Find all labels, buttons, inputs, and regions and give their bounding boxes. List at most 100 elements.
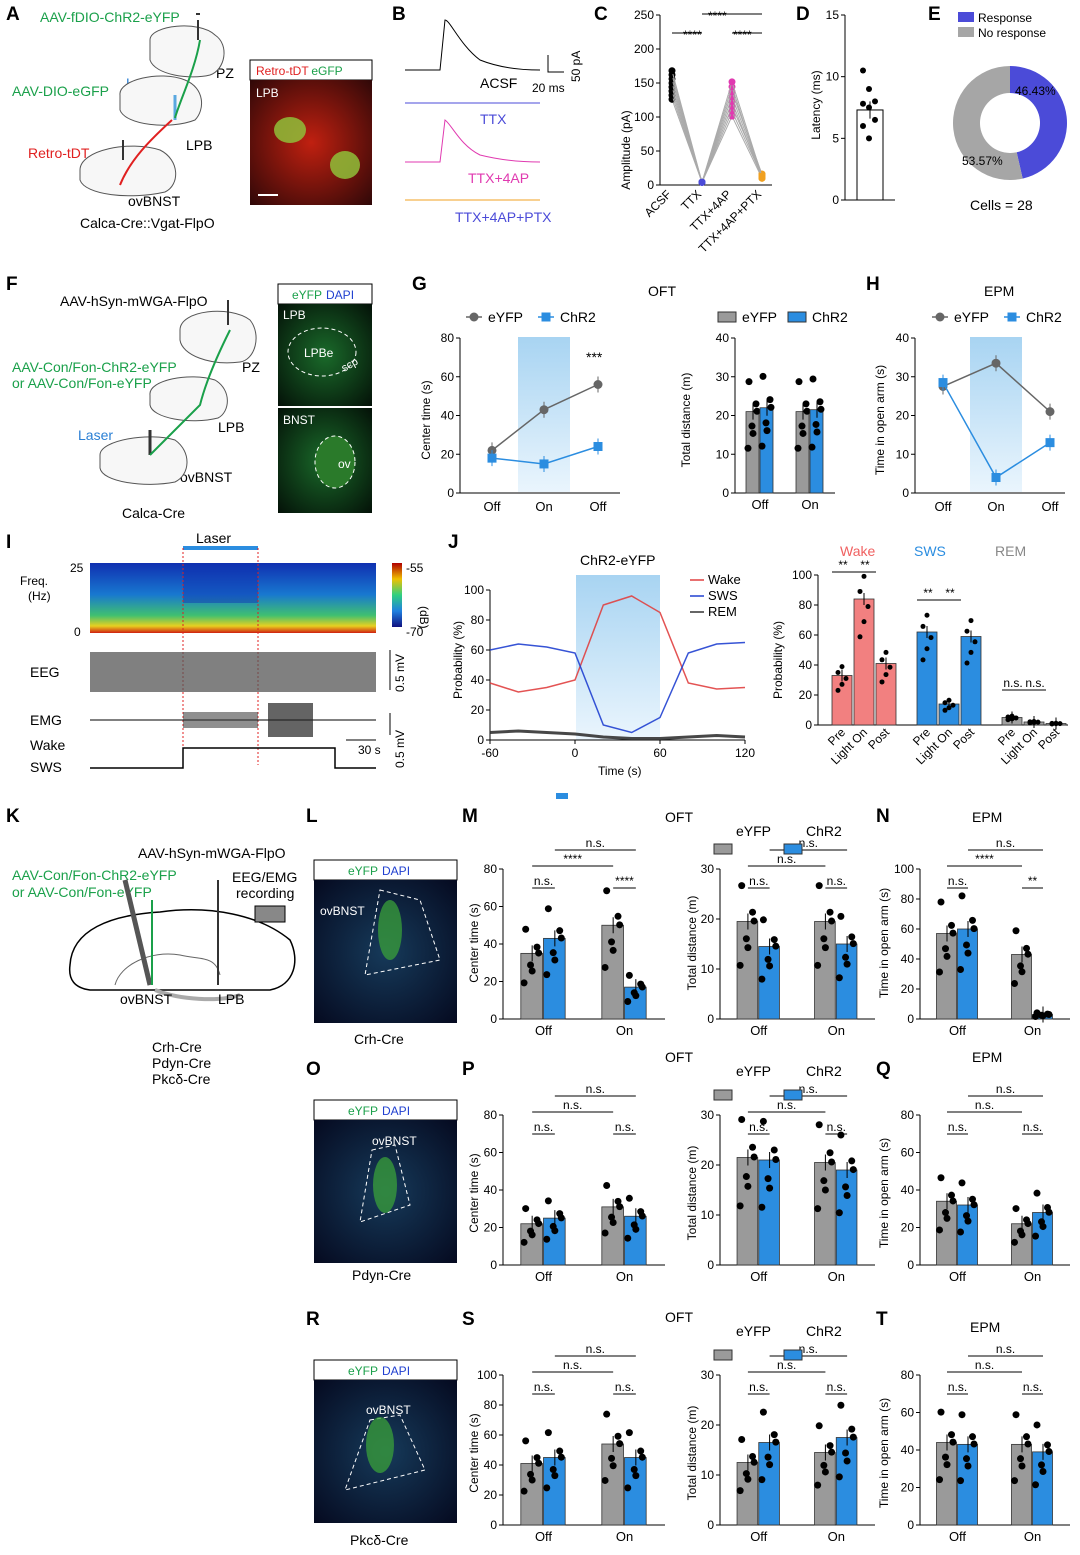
m-dist-x-label: Off <box>750 1023 767 1038</box>
p-epm-point <box>963 1212 970 1220</box>
s-dist-point <box>738 1435 746 1443</box>
d-point <box>872 98 878 105</box>
m-legend-chr2: ChR2 <box>806 823 842 839</box>
j2-point <box>920 623 926 629</box>
m-dist-point <box>828 917 836 925</box>
p-dist-point <box>750 1153 758 1161</box>
r-title: eYFP DAPI <box>348 1364 410 1378</box>
r-signal <box>366 1417 394 1473</box>
g-legend-chr2: ChR2 <box>560 309 596 325</box>
panel-letter-b: B <box>392 4 406 25</box>
p-epm-point <box>964 1217 972 1225</box>
p-dist-y-tick-label: 30 <box>701 1108 715 1122</box>
f-projection <box>149 329 231 456</box>
s-center-point <box>527 1470 535 1478</box>
g-y-tick-label: 60 <box>441 370 455 384</box>
g-y-tick-label: 80 <box>441 331 455 345</box>
g2-legend-swatch-chr2 <box>787 311 807 323</box>
f-ov-outline <box>314 435 356 489</box>
retro-label: Retro-tDT <box>28 145 90 161</box>
c-y-tick-label: 100 <box>634 110 654 124</box>
p-center-point <box>603 1181 611 1189</box>
p-dist-point <box>842 1183 850 1191</box>
j2-point <box>861 619 867 625</box>
s-epm-point <box>1033 1421 1041 1429</box>
p-legend-swatch-chr2 <box>783 1089 803 1101</box>
s-center-point <box>522 1437 530 1445</box>
g-point <box>593 380 603 389</box>
panel-letter-k: K <box>6 806 20 827</box>
h-y-tick-label: 30 <box>896 370 910 384</box>
p-dist-point <box>764 1175 772 1183</box>
p-dist-point <box>749 1143 757 1151</box>
h-y-tick-label: 20 <box>896 409 910 423</box>
p-epm-point <box>937 1174 945 1182</box>
p-dist-sig-label: n.s. <box>749 1120 768 1134</box>
o-mouse: Pdyn-Cre <box>352 1267 411 1283</box>
p-center-y-tick-label: 60 <box>484 1146 498 1160</box>
m-epm-y-tick-label: 60 <box>901 922 915 936</box>
mouse-line-label: Calca-Cre::Vgat-FlpO <box>80 215 215 231</box>
s-epm-point <box>957 1477 964 1485</box>
s-epm-point <box>969 1433 976 1441</box>
s-center-sig-label: n.s. <box>615 1380 634 1394</box>
j2-point <box>839 664 845 670</box>
p-dist-y-tick-label: 10 <box>701 1208 715 1222</box>
s-epm-point <box>958 1411 966 1419</box>
g2-point <box>809 375 817 383</box>
g-y-tick-label: 40 <box>441 409 455 423</box>
p-ylabel-center: Center time (s) <box>467 1153 481 1232</box>
panel-letter-g: G <box>412 274 427 295</box>
p-dist-point <box>835 1209 843 1217</box>
j2-x-label: Post <box>865 725 892 752</box>
panel-letter-p: P <box>462 1059 475 1080</box>
f-micro-title: eYFP DAPI <box>292 288 354 302</box>
m-dist-point <box>835 974 843 982</box>
j2-point <box>835 670 841 676</box>
j2-point <box>964 628 970 634</box>
e-pie-slice <box>1010 66 1068 179</box>
f-laser: Laser <box>78 427 113 443</box>
d-y-tick-label: 10 <box>826 70 840 84</box>
p-dist-x-label: On <box>828 1269 845 1284</box>
s-dist-point <box>815 1422 823 1430</box>
p-center-point <box>601 1229 609 1237</box>
brain-section-pz <box>149 25 225 78</box>
p-center-point <box>609 1218 617 1226</box>
j2-sig-label: ** <box>860 558 870 572</box>
m-dist-point <box>837 912 845 920</box>
m-dist-point <box>744 944 752 952</box>
k-brain-feature <box>114 953 221 986</box>
g2-point <box>759 372 767 380</box>
c-y-tick-label: 50 <box>641 144 655 158</box>
l-title: eYFP DAPI <box>348 864 410 878</box>
m-epm-point <box>1024 950 1032 958</box>
h-legend-marker-eyfp <box>935 312 945 322</box>
f-brain-lpb <box>149 376 228 422</box>
p-center-sig-label: n.s. <box>563 1098 582 1112</box>
h-ylabel: Time in open arm (s) <box>873 365 887 475</box>
j2-point <box>1013 715 1019 721</box>
j-legend-label: Wake <box>708 572 741 587</box>
f-lpbe-outline <box>287 327 357 377</box>
m-center-point <box>551 956 559 964</box>
j-x-tick-label: 120 <box>735 746 755 760</box>
s-dist-point <box>835 1473 843 1481</box>
p-epm-point <box>957 1228 964 1236</box>
panel-letter-f: F <box>6 274 18 295</box>
panel-letter-t: T <box>876 1309 888 1330</box>
p-center-x-label: Off <box>535 1269 552 1284</box>
m-center-point <box>557 934 565 942</box>
s-center-point <box>625 1429 633 1437</box>
m-dist-point <box>764 955 772 963</box>
m-dist-point <box>772 942 780 950</box>
p-epm-point <box>1045 1208 1053 1216</box>
i-spectrogram <box>90 563 376 633</box>
p-dist-point <box>742 1173 750 1181</box>
j2-point <box>946 705 952 711</box>
m-epm-point <box>1039 1012 1047 1020</box>
m-epm-point <box>1033 1009 1041 1017</box>
c-paired-line <box>671 70 763 185</box>
m-dist-y-tick-label: 10 <box>701 962 715 976</box>
c-y-tick-label: 0 <box>647 178 654 192</box>
